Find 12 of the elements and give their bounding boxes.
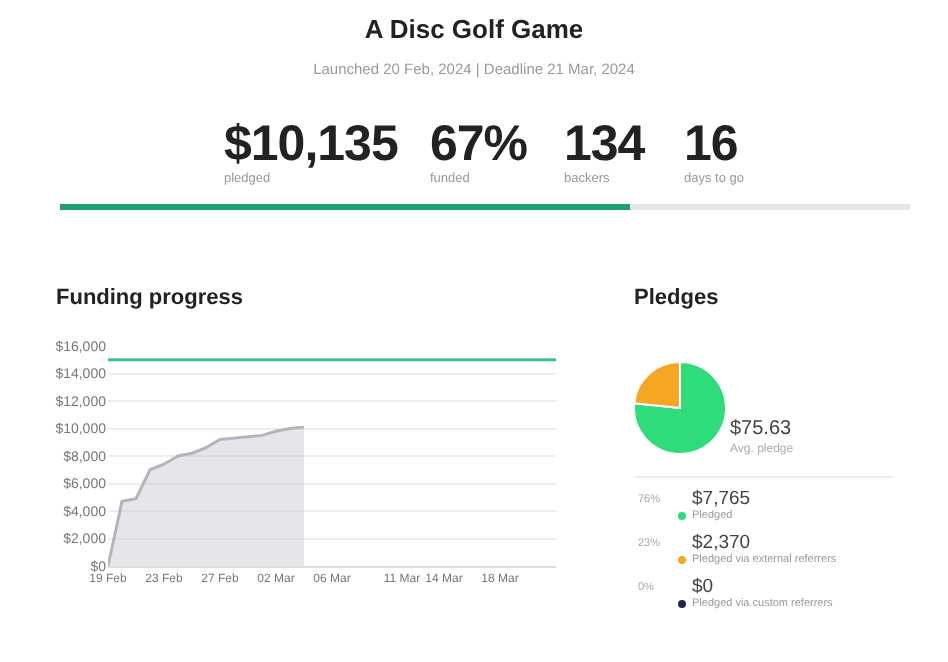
text: 134	[564, 116, 645, 172]
text: $10,135	[224, 116, 398, 172]
data-label: $2,370	[692, 532, 751, 554]
chart-title: Pledges	[634, 286, 719, 310]
text: $75.63	[730, 418, 792, 440]
text: 16	[684, 116, 738, 172]
pie-slice	[633, 361, 727, 455]
data-label: $7,765	[692, 488, 751, 510]
text: A Disc Golf Game	[362, 14, 586, 44]
text: $0	[692, 576, 714, 598]
text: 67%	[430, 116, 528, 172]
chart-title: Funding progress	[56, 286, 243, 310]
